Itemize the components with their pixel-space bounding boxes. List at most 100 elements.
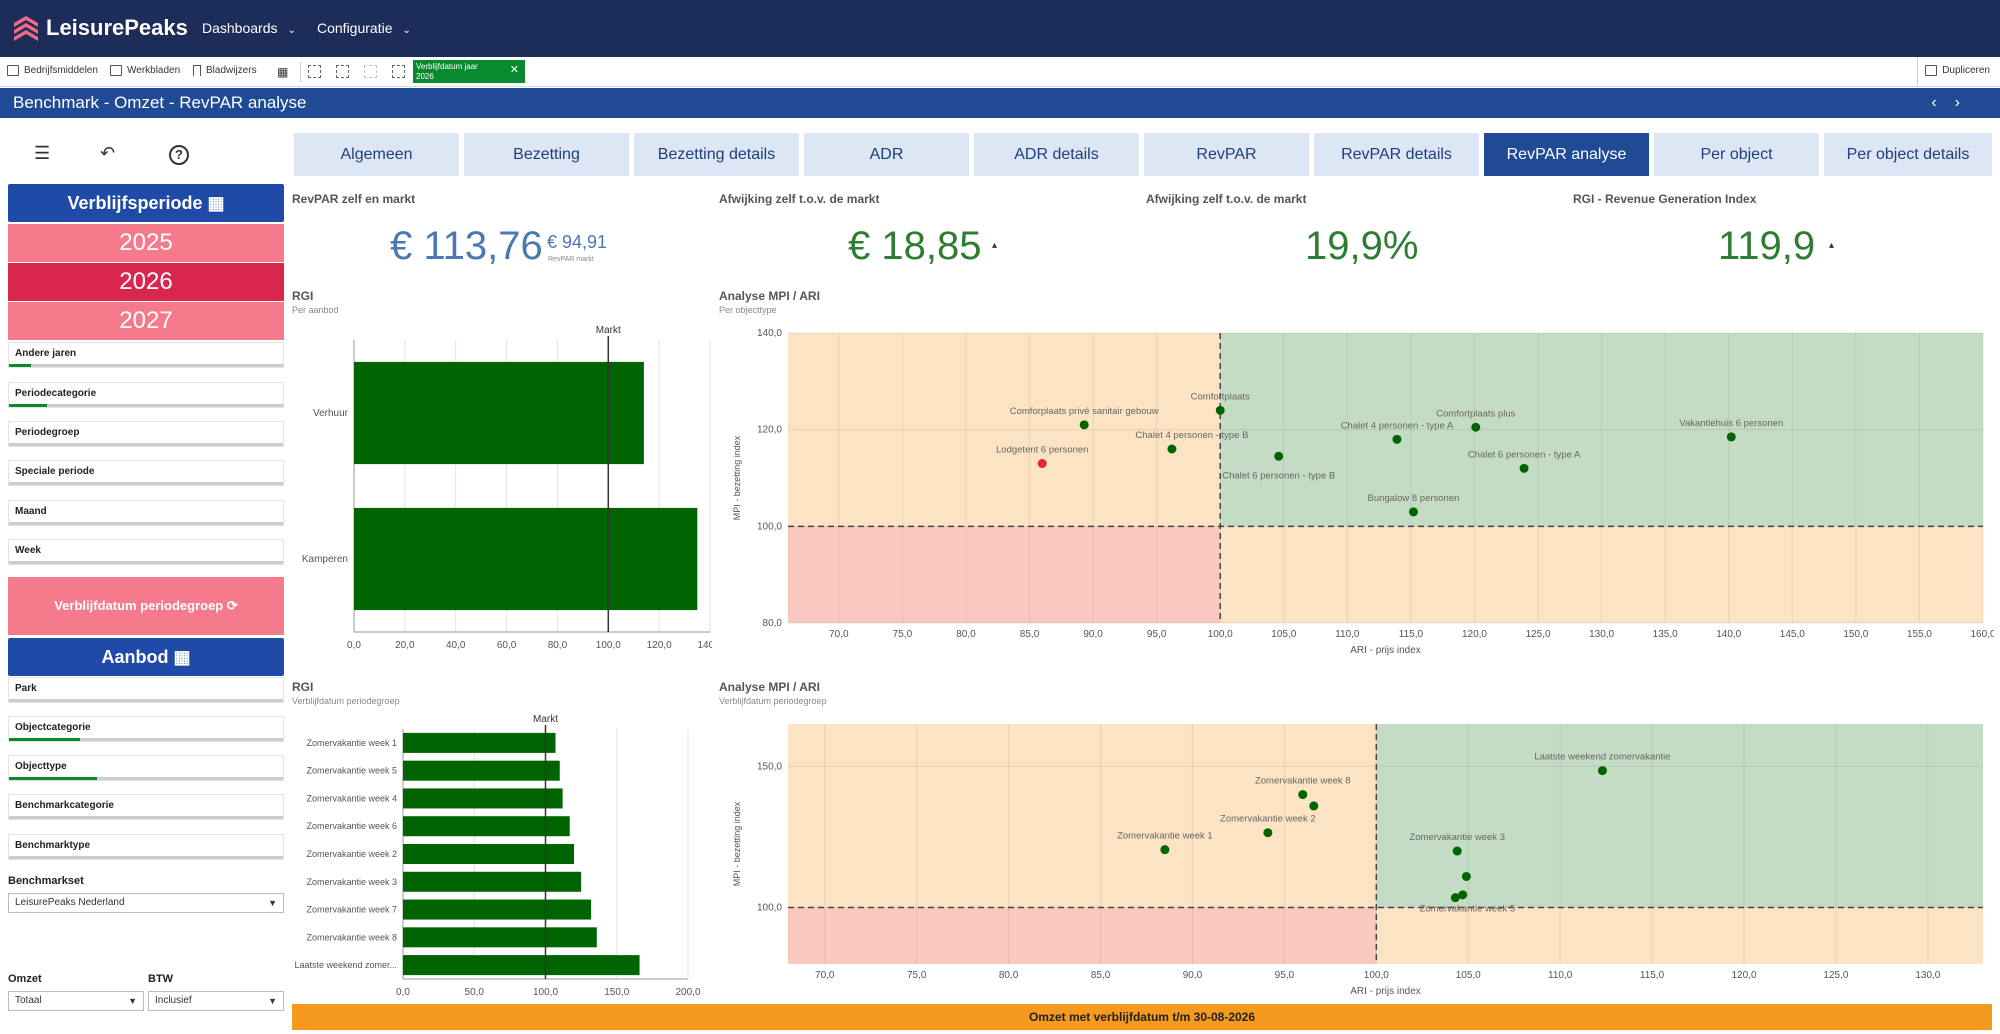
filter-label: Maand bbox=[15, 506, 47, 517]
x-tick-label: 70,0 bbox=[829, 629, 849, 640]
x-tick-label: 140,0 bbox=[697, 640, 712, 651]
step-back-icon[interactable] bbox=[336, 65, 349, 78]
tab-per-object[interactable]: Per object bbox=[1654, 133, 1819, 176]
point-label: Comforplaats privé sanitair gebouw bbox=[1010, 406, 1159, 417]
filter-benchmarkcategorie[interactable]: Benchmarkcategorie bbox=[8, 794, 284, 820]
quadrant-low-price-high-occupancy bbox=[788, 333, 1221, 527]
duplicate-button[interactable]: Dupliceren bbox=[1925, 65, 1990, 76]
tab-adr[interactable]: ADR bbox=[804, 133, 969, 176]
filter-periodegroep[interactable]: Periodegroep bbox=[8, 421, 284, 447]
year-2027-button[interactable]: 2027 bbox=[8, 302, 284, 340]
x-tick-label: 105,0 bbox=[1271, 629, 1296, 640]
filter-andere-jaren[interactable]: Andere jaren bbox=[8, 342, 284, 368]
benchmarkset-dropdown[interactable]: LeisurePeaks Nederland ▼ bbox=[8, 893, 284, 913]
brand-name: LeisurePeaks bbox=[46, 15, 188, 40]
filter-week[interactable]: Week bbox=[8, 539, 284, 565]
selections-tool-button[interactable]: ▦ bbox=[277, 65, 288, 79]
scatter-point bbox=[1167, 444, 1177, 454]
filter-label: Periodegroep bbox=[15, 427, 80, 438]
x-tick-label: 75,0 bbox=[893, 629, 913, 640]
filter-park[interactable]: Park bbox=[8, 677, 284, 703]
nav-dashboards[interactable]: Dashboards ⌄ bbox=[202, 20, 296, 36]
tab-algemeen[interactable]: Algemeen bbox=[294, 133, 459, 176]
tab-per-object-details[interactable]: Per object details bbox=[1824, 133, 1992, 176]
chart3-title: RGI bbox=[292, 680, 314, 694]
step-forward-icon[interactable] bbox=[364, 65, 377, 78]
rgi-per-aanbod-chart[interactable]: 0,0 20,0 40,0 60,0 80,0 100,0 120,0 140,0 Verhuu… bbox=[292, 320, 712, 670]
mpi-ari-per-periodegroep-chart[interactable]: 70,0 75,0 80,0 85,0 90,0 95,0 100,0 105,0 110,0 1… bbox=[719, 712, 1994, 1002]
close-icon[interactable]: ✕ bbox=[509, 64, 519, 76]
x-tick-label: 105,0 bbox=[1456, 970, 1481, 981]
x-tick-label: 80,0 bbox=[956, 629, 976, 640]
x-tick-label: 140,0 bbox=[1716, 629, 1741, 640]
omzet-dropdown[interactable]: Totaal ▼ bbox=[8, 991, 144, 1011]
scatter-point bbox=[1450, 893, 1460, 903]
mpi-ari-per-objecttype-chart[interactable]: 70,0 75,0 80,0 85,0 90,0 95,0 100,0 105,0 110,0 1… bbox=[719, 320, 1994, 675]
filter-bar bbox=[9, 522, 283, 525]
x-tick-label: 100,0 bbox=[1208, 629, 1233, 640]
scatter-point bbox=[1597, 766, 1607, 776]
scatter-point bbox=[1519, 463, 1529, 473]
reference-line-label: Markt bbox=[533, 714, 558, 725]
verblijfsperiode-header[interactable]: Verblijfsperiode ▦ bbox=[8, 184, 284, 222]
point-label: Zomervakantie week 1 bbox=[1117, 831, 1213, 842]
tab-bezetting[interactable]: Bezetting bbox=[464, 133, 629, 176]
chevron-down-icon: ⌄ bbox=[287, 25, 296, 36]
x-tick-label: 95,0 bbox=[1275, 970, 1295, 981]
bar bbox=[403, 732, 556, 753]
selection-chip[interactable]: Verblijfdatum jaar 2026 ✕ bbox=[413, 60, 525, 83]
filter-speciale-periode[interactable]: Speciale periode bbox=[8, 460, 284, 486]
filter-objecttype[interactable]: Objecttype bbox=[8, 755, 284, 781]
refresh-icon: ⟳ bbox=[226, 598, 238, 613]
filter-bar bbox=[9, 856, 283, 859]
quadrant-high-price-low-occupancy bbox=[1220, 526, 1983, 623]
bar bbox=[403, 816, 570, 837]
grid-icon: ▦ bbox=[173, 647, 191, 667]
tab-revpar-analyse[interactable]: RevPAR analyse bbox=[1484, 133, 1649, 176]
nav-configuratie[interactable]: Configuratie ⌄ bbox=[317, 20, 411, 36]
btw-dropdown[interactable]: Inclusief ▼ bbox=[148, 991, 284, 1011]
tab-revpar-details[interactable]: RevPAR details bbox=[1314, 133, 1479, 176]
y-axis-label: MPI - bezetting index bbox=[732, 801, 742, 886]
filter-bar bbox=[9, 404, 283, 407]
point-label: Chalet 6 personen - type A bbox=[1468, 449, 1581, 460]
x-tick-label: 0,0 bbox=[396, 987, 410, 998]
filter-maand[interactable]: Maand bbox=[8, 500, 284, 526]
filter-objectcategorie[interactable]: Objectcategorie bbox=[8, 716, 284, 742]
tab-bezetting-details[interactable]: Bezetting details bbox=[634, 133, 799, 176]
undo-icon[interactable]: ↶ bbox=[100, 143, 116, 163]
x-tick-label: 85,0 bbox=[1091, 970, 1111, 981]
category-label: Zomervakantie week 7 bbox=[306, 905, 397, 915]
btw-label: BTW bbox=[148, 973, 174, 985]
rgi-per-periodegroep-chart[interactable]: 0,0 50,0 100,0 150,0 200,0 Zomervakantie week… bbox=[292, 712, 712, 1000]
kpi-afwijking-eur-value: € 18,85 bbox=[848, 224, 982, 268]
x-tick-label: 40,0 bbox=[446, 640, 466, 651]
help-icon[interactable]: ? bbox=[169, 145, 189, 165]
year-2026-button[interactable]: 2026 bbox=[8, 263, 284, 301]
verblijfdatum-periodegroep-button[interactable]: Verblijfdatum periodegroep ⟳ bbox=[8, 577, 284, 635]
filter-benchmarktype[interactable]: Benchmarktype bbox=[8, 834, 284, 860]
smart-search-icon[interactable] bbox=[308, 65, 321, 78]
bedrijfsmiddelen-button[interactable]: Bedrijfsmiddelen bbox=[7, 65, 98, 76]
y-axis-label: MPI - bezetting index bbox=[732, 435, 742, 520]
tab-revpar[interactable]: RevPAR bbox=[1144, 133, 1309, 176]
tab-adr-details[interactable]: ADR details bbox=[974, 133, 1139, 176]
filter-bar bbox=[9, 816, 283, 819]
year-2025-button[interactable]: 2025 bbox=[8, 224, 284, 262]
reference-line-label: Markt bbox=[596, 325, 621, 336]
filter-fill bbox=[9, 404, 48, 407]
clear-selections-icon[interactable] bbox=[392, 65, 405, 78]
bladwijzers-button[interactable]: Bladwijzers bbox=[193, 65, 257, 76]
werkbladen-button[interactable]: Werkbladen bbox=[110, 65, 180, 76]
quadrant-low-price-low-occupancy bbox=[788, 526, 1221, 623]
chart4-title: Analyse MPI / ARI bbox=[719, 680, 820, 694]
logo[interactable]: LeisurePeaks bbox=[12, 14, 188, 42]
kpi-market-label: RevPAR markt bbox=[548, 256, 594, 263]
menu-icon[interactable]: ☰ bbox=[34, 143, 51, 163]
point-label: Comfortplaats bbox=[1191, 391, 1250, 402]
filter-periodecategorie[interactable]: Periodecategorie bbox=[8, 382, 284, 408]
scatter-point bbox=[1298, 790, 1308, 800]
toolbar-divider bbox=[1917, 57, 1918, 87]
aanbod-header[interactable]: Aanbod ▦ bbox=[8, 638, 284, 676]
sheet-nav-arrows[interactable]: ‹› bbox=[1931, 94, 1978, 111]
